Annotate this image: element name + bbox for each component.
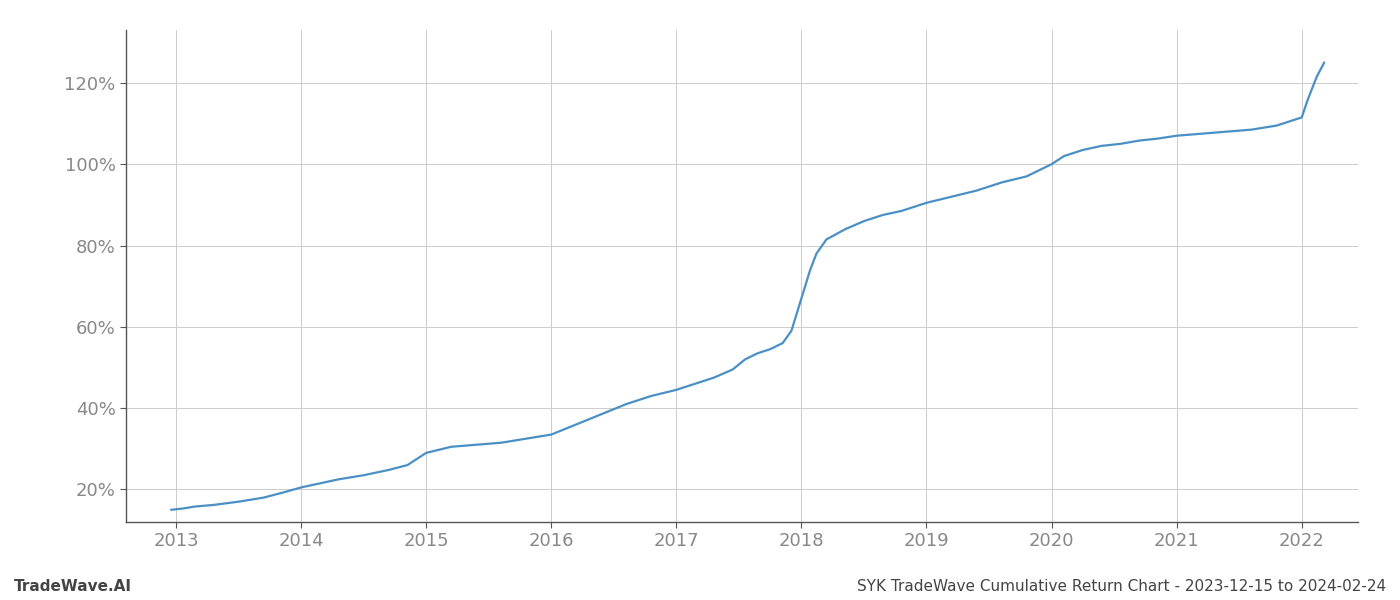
Text: SYK TradeWave Cumulative Return Chart - 2023-12-15 to 2024-02-24: SYK TradeWave Cumulative Return Chart - …: [857, 579, 1386, 594]
Text: TradeWave.AI: TradeWave.AI: [14, 579, 132, 594]
